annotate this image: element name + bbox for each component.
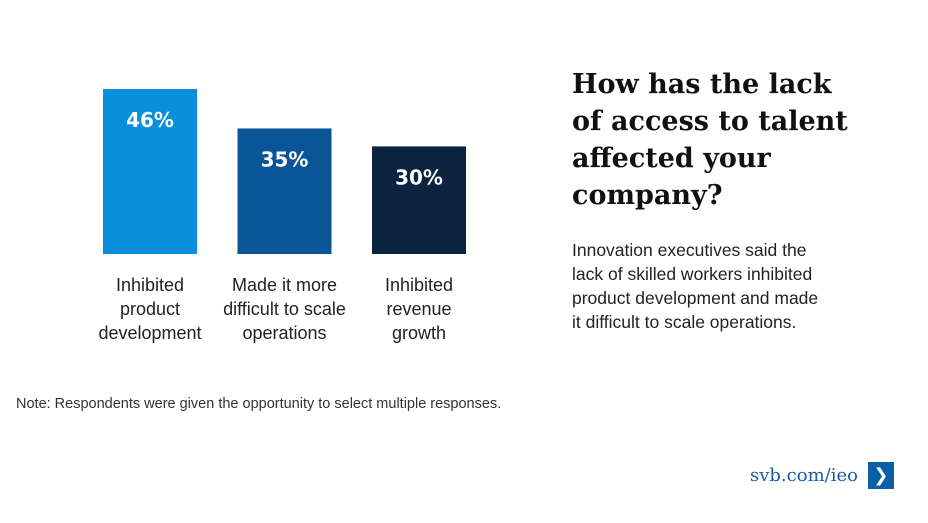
bar-value-label-1: 46% (126, 108, 174, 132)
source-link-group[interactable]: svb.com/ieo ❯ (750, 462, 894, 489)
category-label-2: Made it more difficult to scale operations (223, 275, 346, 343)
footnote: Note: Respondents were given the opportu… (16, 396, 502, 412)
source-link[interactable]: svb.com/ieo (750, 465, 858, 486)
bar-value-label-3: 30% (395, 165, 443, 189)
description: Innovation executives said the lack of s… (572, 240, 819, 332)
bar-chart: 46% Inhibited product development 35% Made it… (98, 89, 466, 343)
chevron-right-icon[interactable]: ❯ (867, 462, 894, 489)
bar-2 (237, 128, 332, 254)
bar-3 (372, 146, 466, 254)
category-label-3: Inhibited revenue growth (385, 275, 453, 343)
headline: How has the lack of access to talent aff… (572, 69, 848, 211)
bar-value-label-2: 35% (261, 147, 309, 171)
bar-1 (103, 89, 197, 254)
category-label-1: Inhibited product development (98, 275, 201, 343)
